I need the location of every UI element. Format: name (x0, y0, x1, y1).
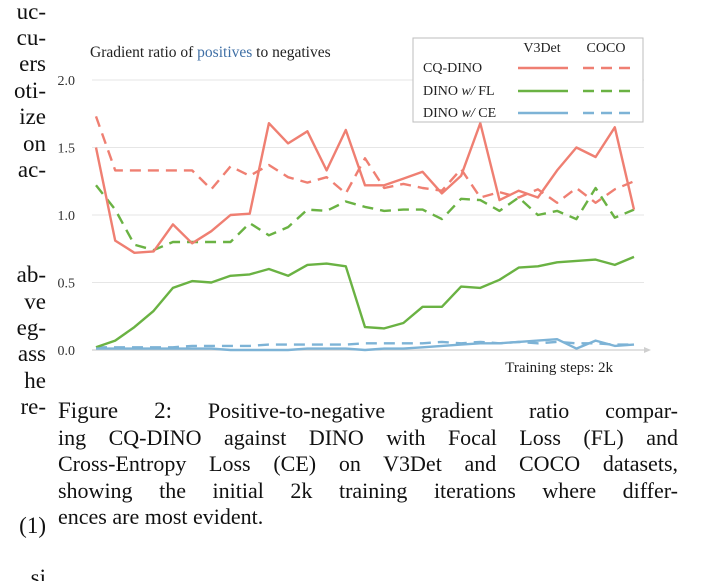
caption-line-1: Figure 2: Positive-to-negative gradient … (58, 398, 678, 425)
y-tick-label: 1.0 (58, 209, 76, 224)
left-column-fragment: oti- (14, 78, 46, 103)
chart-svg: 0.0 0.5 1.0 1.5 2.0 Gradient ratio of positiv… (58, 37, 651, 376)
legend-label-part: CE (475, 106, 496, 121)
y-tick-label: 1.5 (58, 142, 76, 157)
dino-w-ce-v3det-line (96, 338, 635, 352)
x-axis-arrow (644, 347, 651, 353)
left-column-fragment: on (23, 131, 46, 156)
left-column-fragment: ve (24, 289, 46, 314)
chart-title-part: to negatives (252, 44, 330, 61)
legend-label-part: w/ (462, 84, 476, 99)
legend-label: CQ-DINO (423, 61, 482, 76)
legend-label: DINO w/ CE (423, 106, 496, 121)
caption-line-5: ences are most evident. (58, 504, 264, 529)
left-column-fragment: he (24, 368, 46, 393)
chart-title: Gradient ratio of positives to negatives (90, 44, 331, 61)
legend-box (412, 37, 644, 123)
legend-label-part: DINO (423, 84, 462, 99)
caption-text-1: Positive-to-negative gradient ratio comp… (172, 398, 678, 423)
dino-w-fl-coco-line (95, 184, 635, 252)
left-column-fragment: ab- (16, 262, 46, 287)
left-column-fragment: uc- (16, 0, 46, 24)
legend-label-part: w/ (462, 106, 476, 121)
legend-label: DINO w/ FL (423, 84, 495, 99)
left-column-fragment: si (30, 565, 46, 581)
x-axis-label: Training steps: 2k (505, 360, 613, 376)
left-column-fragment: cu- (16, 25, 46, 50)
y-tick-label: 2.0 (58, 74, 76, 89)
chart-title-part: positives (197, 44, 252, 61)
dino-w-fl-v3det-line (95, 255, 635, 349)
left-column-fragment: (1) (19, 513, 46, 538)
legend-label-part: DINO (423, 106, 462, 121)
left-column-fragment: ass (17, 341, 46, 366)
gradient-ratio-chart: 0.0 0.5 1.0 1.5 2.0 Gradient ratio of positiv… (46, 0, 709, 390)
caption-prefix: Figure 2: (58, 398, 173, 423)
legend-column-header: V3Det (523, 41, 560, 56)
caption-line-4: showing the initial 2k training iteratio… (58, 477, 678, 503)
legend-label-part: FL (475, 84, 495, 99)
y-tick-label: 0.5 (58, 277, 76, 292)
legend-column-header: COCO (587, 41, 626, 56)
figure-caption: Figure 2: Positive-to-negative gradient … (58, 398, 678, 531)
caption-line-3: Cross-Entropy Loss (CE) on V3Det and COC… (58, 451, 678, 476)
cq-dino-v3det-line (94, 121, 636, 255)
chart-title-part: Gradient ratio of (90, 44, 197, 61)
caption-line-2: ing CQ-DINO against DINO with Focal Loss… (58, 424, 678, 450)
left-column-fragment: re- (20, 394, 46, 419)
left-column-text: uc-cu-ers oti-ize on ac-ab-ve eg-ass he re- (1)… (0, 0, 46, 581)
cq-dino-coco-line (94, 115, 635, 205)
left-column-fragment: ize (19, 104, 46, 129)
left-column-fragment: eg- (16, 315, 46, 340)
left-column-fragment: ac- (17, 157, 46, 182)
dino-w-ce-coco-line (96, 340, 634, 349)
left-column-fragment: ers (19, 51, 46, 76)
y-tick-label: 0.0 (58, 344, 76, 359)
